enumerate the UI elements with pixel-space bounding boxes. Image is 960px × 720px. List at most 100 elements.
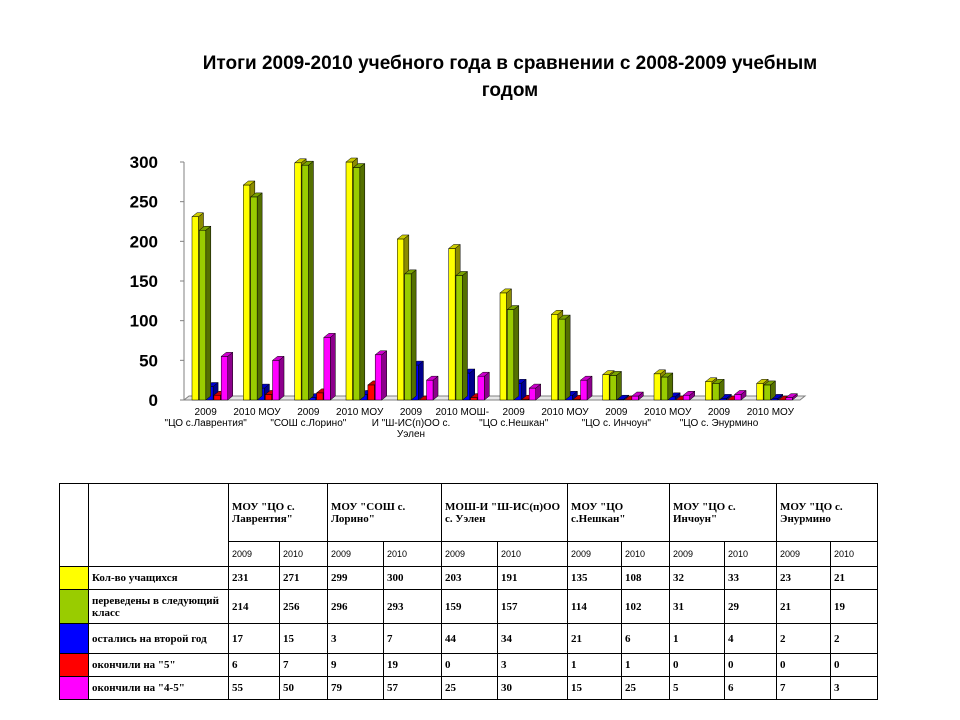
table-cell: 19 <box>830 589 878 624</box>
bar-окончили на "5" <box>264 394 272 401</box>
table-cell: 114 <box>567 589 622 624</box>
table-cell: 231 <box>228 566 280 590</box>
table-cell: 7 <box>776 676 831 700</box>
school-header: МОУ "ЦО с. Инчоун" <box>669 483 777 542</box>
bar-переведены в следующий класс-side <box>410 269 417 401</box>
table-cell: 50 <box>279 676 328 700</box>
bar-Кол-во учащихся <box>191 216 199 401</box>
bar-окончили на "4-5" <box>272 360 280 401</box>
bar-остались на второй год-side <box>418 360 424 401</box>
year-header: 2010 <box>724 541 777 567</box>
x-tick-label: 2009 "ЦО с.Лаврентия" <box>165 407 248 429</box>
bar-окончили на "4-5" <box>426 379 434 401</box>
table-cell: 102 <box>621 589 670 624</box>
bar-окончили на "4-5"-top <box>785 393 799 398</box>
corner-cell <box>88 483 229 567</box>
bar-окончили на "4-5" <box>528 387 536 401</box>
x-tick-label: 2010 МОУ <box>747 407 795 418</box>
table-cell: 3 <box>497 653 568 677</box>
bar-окончили на "4-5"-top <box>220 352 234 357</box>
school-header: МОУ "СОШ с. Лорино" <box>327 483 442 542</box>
bar-переведены в следующий класс <box>558 318 566 401</box>
table-cell: 0 <box>776 653 831 677</box>
chart-title-line-1: Итоги 2009-2010 учебного года в сравнени… <box>202 53 818 74</box>
bar-переведены в следующий класс <box>301 164 309 401</box>
bar-Кол-во учащихся <box>243 184 251 401</box>
table-cell: 32 <box>669 566 725 590</box>
bar-окончили на "5" <box>213 394 221 401</box>
bar-Кол-во учащихся-top <box>499 288 513 294</box>
bar-окончили на "4-5"-side <box>330 332 336 401</box>
y-tick-label: 150 <box>130 272 158 291</box>
row-label: Кол-во учащихся <box>88 566 229 590</box>
school-header: МОУ "ЦО с.Нешкан" <box>567 483 670 542</box>
table-row: остались на второй год 17 15 3 7 44 34 21 6 1 4 2 2 <box>59 623 878 654</box>
table-cell: 299 <box>327 566 384 590</box>
table-header-row: МОУ "ЦО с. Лаврентия" МОУ "СОШ с. Лорино"… <box>59 483 878 567</box>
bar-Кол-во учащихся <box>756 383 764 401</box>
y-tick-label: 100 <box>130 312 158 331</box>
table-cell: 108 <box>621 566 670 590</box>
x-tick-label: 2009 "ЦО с. Энурмино <box>680 407 759 429</box>
bar-Кол-во учащихся-top <box>293 158 307 164</box>
bar-переведены в следующий класс-top <box>352 163 366 168</box>
table-cell: 21 <box>830 566 878 590</box>
year-header: 2010 <box>621 541 670 567</box>
year-header: 2009 <box>327 541 384 567</box>
table-cell: 34 <box>497 623 568 654</box>
bar-переведены в следующий класс <box>404 273 412 401</box>
bar-Кол-во учащихся-top <box>653 369 667 375</box>
table-cell: 0 <box>669 653 725 677</box>
table-cell: 2 <box>776 623 831 654</box>
y-tick-label: 300 <box>130 153 158 172</box>
x-tick-label: 2010 МОШ- <box>436 407 490 418</box>
table-cell: 159 <box>441 589 498 624</box>
table-cell: 79 <box>327 676 384 700</box>
year-header: 2010 <box>497 541 568 567</box>
school-header: МОШ-И "Ш-ИС(п)ОО с. Уэлен <box>441 483 568 542</box>
bar-переведены в следующий класс <box>712 383 720 401</box>
row-label: остались на второй год <box>88 623 229 654</box>
chart-title-line-2: годом <box>481 80 539 101</box>
table-cell: 256 <box>279 589 328 624</box>
x-tick-label: 2010 МОУ <box>336 407 384 418</box>
bar-Кол-во учащихся-top <box>191 212 205 217</box>
bar-окончили на "5" <box>470 397 478 401</box>
table-cell: 1 <box>669 623 725 654</box>
table-cell: 0 <box>724 653 777 677</box>
bar-переведены в следующий класс-side <box>308 160 314 401</box>
row-label: окончили на "4-5" <box>88 676 229 700</box>
year-header: 2010 <box>830 541 878 567</box>
year-header: 2010 <box>383 541 442 567</box>
bar-переведены в следующий класс <box>507 309 515 401</box>
x-tick-label: 2009 "ЦО с.Нешкан" <box>479 407 549 429</box>
bar-переведены в следующий класс-top <box>455 271 469 276</box>
bar-окончили на "4-5"-top <box>425 375 439 381</box>
bar-переведены в следующий класс-top <box>609 371 623 376</box>
table-cell: 21 <box>776 589 831 624</box>
bar-окончили на "4-5"-top <box>733 390 747 395</box>
x-tick-label: 2009 "ЦО с. Инчоун" <box>582 407 652 429</box>
bar-окончили на "4-5"-top <box>528 383 542 389</box>
row-label: переведены в следующий класс <box>88 589 229 624</box>
table-cell: 21 <box>567 623 622 654</box>
table-cell: 6 <box>228 653 280 677</box>
bar-Кол-во учащихся-top <box>447 244 461 249</box>
y-tick-label: 50 <box>139 351 158 370</box>
bar-Кол-во учащихся <box>345 161 353 401</box>
corner-cell <box>59 483 89 567</box>
table-cell: 7 <box>279 653 328 677</box>
bar-переведены в следующий класс <box>250 196 258 401</box>
table-cell: 29 <box>724 589 777 624</box>
year-header: 2009 <box>567 541 622 567</box>
table-cell: 214 <box>228 589 280 624</box>
bar-переведены в следующий класс-top <box>711 379 725 384</box>
table-cell: 33 <box>724 566 777 590</box>
bar-Кол-во учащихся-top <box>704 377 718 383</box>
bar-Кол-во учащихся-top <box>396 234 410 240</box>
school-header: МОУ "ЦО с. Лаврентия" <box>228 483 328 542</box>
legend-swatch <box>59 676 89 700</box>
table-cell: 157 <box>497 589 568 624</box>
table-cell: 31 <box>669 589 725 624</box>
